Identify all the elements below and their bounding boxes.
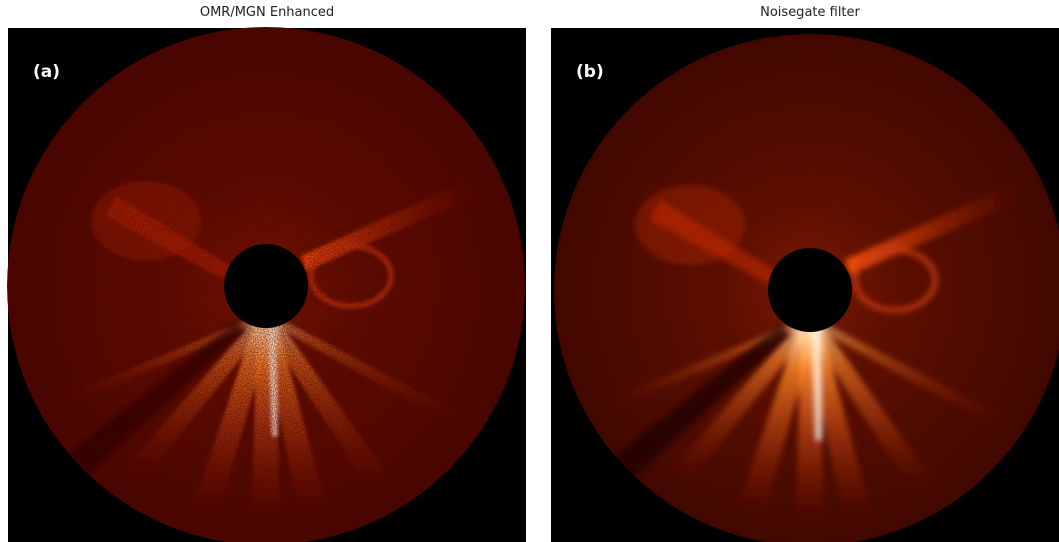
image-panel: (a) (7, 27, 526, 542)
panel-title: Noisegate filter (760, 5, 860, 20)
occulter (768, 248, 852, 332)
panel-title: OMR/MGN Enhanced (200, 5, 334, 20)
panel-label: (b) (576, 62, 604, 82)
figure: OMR/MGN Enhanced Noisegate filter (a) (b) (0, 0, 1059, 542)
panel-label: (a) (33, 62, 60, 82)
occulter (224, 244, 308, 328)
image-panel: (b) (551, 28, 1059, 542)
